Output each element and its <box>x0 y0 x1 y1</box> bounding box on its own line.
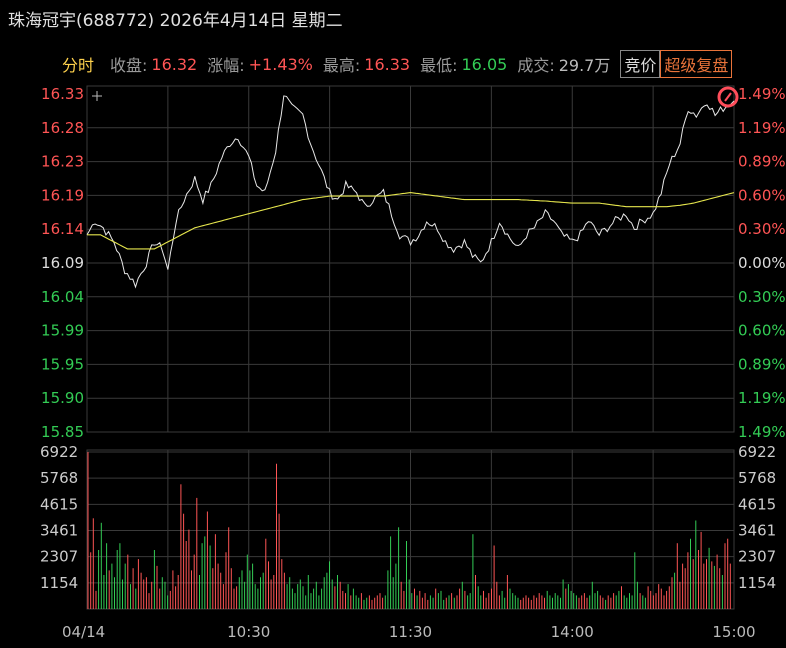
change-label: 涨幅: <box>207 56 245 75</box>
pct-tick-label: 1.19% <box>738 119 786 137</box>
low-label: 最低: <box>420 56 458 75</box>
chart-title: 珠海冠宇(688772) 2026年4月14日 星期二 <box>8 11 343 31</box>
pct-tick-label: 0.89% <box>738 355 786 373</box>
close-value: 16.32 <box>151 54 198 74</box>
average-price-line <box>87 192 735 250</box>
quote-bar: 分时 收盘: 16.32 涨幅: +1.43% 最高: 16.33 最低: 16.05 … <box>62 50 733 78</box>
pct-tick-label: 1.19% <box>738 389 786 407</box>
high-label: 最高: <box>322 56 361 75</box>
volume-tick-label-right: 2307 <box>738 548 776 566</box>
price-tick-label: 16.28 <box>41 119 84 137</box>
pct-tick-label: 0.60% <box>738 322 786 340</box>
volume-tick-label: 3461 <box>40 522 78 540</box>
price-tick-label: 16.33 <box>41 85 84 103</box>
price-tick-label: 16.23 <box>41 153 84 171</box>
price-line <box>86 95 735 289</box>
marker-circle-icon <box>717 86 739 108</box>
volume-tick-label-right: 3461 <box>738 522 776 540</box>
marker-circle-icon-slash <box>724 92 732 102</box>
volume-tick-label: 5768 <box>40 469 78 487</box>
low-value: 16.05 <box>461 54 508 74</box>
time-tick-label: 11:30 <box>389 623 432 641</box>
pct-tick-label: 1.49% <box>738 423 786 441</box>
pct-tick-label: 1.49% <box>738 85 786 103</box>
pct-tick-label: 0.89% <box>738 153 786 171</box>
volume-tick-label-right: 5768 <box>738 469 776 487</box>
auction-button[interactable]: 竞价 <box>620 50 661 78</box>
volume-tick-label-right: 1154 <box>738 574 776 592</box>
price-tick-label: 15.95 <box>41 355 84 373</box>
volume-label: 成交: <box>517 56 555 75</box>
pct-tick-label: 0.60% <box>738 186 786 204</box>
price-tick-label: 15.90 <box>41 389 84 407</box>
time-tick-label: 15:00 <box>712 623 755 641</box>
volume-tick-label: 6922 <box>40 443 78 461</box>
pct-tick-label: 0.30% <box>738 288 786 306</box>
volume-value: 29.7万 <box>558 56 611 75</box>
price-tick-label: 15.99 <box>41 322 84 340</box>
close-label: 收盘: <box>110 56 148 75</box>
price-tick-label: 15.85 <box>41 423 84 441</box>
price-tick-label: 16.19 <box>41 186 84 204</box>
super-replay-button[interactable]: 超级复盘 <box>660 50 733 78</box>
time-tick-label: 10:30 <box>227 623 270 641</box>
tab-timeshare[interactable]: 分时 <box>62 56 95 75</box>
change-value: +1.43% <box>248 54 313 74</box>
price-tick-label: 16.04 <box>41 288 84 306</box>
pct-tick-label: 0.30% <box>738 220 786 238</box>
time-tick-label: 14:00 <box>551 623 594 641</box>
price-tick-label: 16.09 <box>41 254 84 272</box>
high-value: 16.33 <box>364 54 411 74</box>
volume-tick-label: 1154 <box>40 574 78 592</box>
volume-tick-label: 4615 <box>40 495 78 513</box>
pct-tick-label: 0.00% <box>738 254 786 272</box>
volume-tick-label-right: 4615 <box>738 495 776 513</box>
volume-tick-label: 2307 <box>40 548 78 566</box>
volume-tick-label-right: 6922 <box>738 443 776 461</box>
time-tick-label: 04/14 <box>62 623 105 641</box>
price-tick-label: 16.14 <box>41 220 84 238</box>
